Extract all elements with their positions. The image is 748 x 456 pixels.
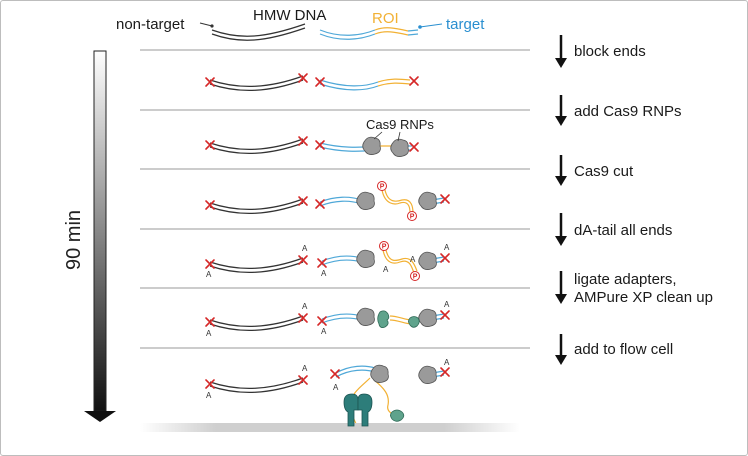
flow-cell-membrane xyxy=(140,423,520,432)
phosphate-icon-2 xyxy=(407,211,417,221)
svg-text:A: A xyxy=(206,391,212,400)
row-cas9-cut: P P xyxy=(205,181,450,221)
step-block-ends: block ends xyxy=(574,43,646,60)
step-flow-cell: add to flow cell xyxy=(574,341,673,358)
adapter-icon-2 xyxy=(408,316,420,328)
cas9-rnp-icon-8 xyxy=(418,308,437,327)
non-target-pointer xyxy=(199,22,213,27)
row-da-tail: A A A A A A P P xyxy=(205,241,450,281)
header-dna xyxy=(211,23,419,41)
row-block-ends xyxy=(205,73,419,91)
svg-text:A: A xyxy=(444,358,450,367)
time-arrow xyxy=(84,50,116,422)
svg-text:A: A xyxy=(302,244,308,253)
cas9-rnp-icon-4 xyxy=(418,191,437,210)
step-da-tail: dA-tail all ends xyxy=(574,222,672,239)
step-add-cas9: add Cas9 RNPs xyxy=(574,103,682,120)
svg-text:A: A xyxy=(333,383,339,392)
svg-text:A: A xyxy=(206,329,212,338)
step-cas9-cut: Cas9 cut xyxy=(574,163,634,180)
svg-text:P: P xyxy=(413,274,418,281)
phosphate-label-2: P xyxy=(410,214,415,221)
target-dot xyxy=(418,25,422,29)
adapter-icon-1 xyxy=(377,310,390,328)
hmw-dna-label: HMW DNA xyxy=(253,7,326,24)
roi-label: ROI xyxy=(372,10,399,27)
cas9-rnps-label: Cas9 RNPs xyxy=(366,117,434,132)
adapter-icon-3 xyxy=(390,409,405,422)
row-add-cas9 xyxy=(205,131,419,157)
svg-text:P: P xyxy=(382,244,387,251)
non-target-dot xyxy=(210,24,214,28)
cas9-rnp-icon-1 xyxy=(362,136,381,155)
svg-text:A: A xyxy=(302,364,308,373)
cas9-rnp-icon-7 xyxy=(356,307,375,326)
phosphate-label-1: P xyxy=(380,184,385,191)
cas9-rnp-icon-9 xyxy=(370,364,389,383)
row-flow-cell: A A A A xyxy=(140,358,520,432)
target-pointer xyxy=(419,23,443,28)
phosphate-icon-1 xyxy=(377,181,387,191)
svg-text:A: A xyxy=(383,265,389,274)
step-arrows xyxy=(555,35,567,365)
svg-text:A: A xyxy=(444,243,450,252)
cas9-rnp-icon-3 xyxy=(356,191,375,210)
svg-text:A: A xyxy=(302,302,308,311)
phosphate-icon-3 xyxy=(379,241,389,251)
non-target-label: non-target xyxy=(116,16,185,33)
svg-text:A: A xyxy=(321,327,327,336)
svg-text:A: A xyxy=(321,269,327,278)
phosphate-icon-4 xyxy=(410,271,420,281)
step-ampure: AMPure XP clean up xyxy=(574,289,713,306)
svg-text:A: A xyxy=(410,255,416,264)
target-label: target xyxy=(446,16,485,33)
cas9-rnp-icon-6 xyxy=(418,251,437,270)
row-ligate: A A A A xyxy=(205,300,450,338)
cas9-rnp-icon-10 xyxy=(418,365,437,384)
row-separators xyxy=(140,49,530,349)
step-ligate: ligate adapters, xyxy=(574,271,677,288)
cas9-rnp-icon-5 xyxy=(356,249,375,268)
svg-text:A: A xyxy=(444,300,450,309)
svg-text:A: A xyxy=(206,270,212,279)
nanopore-icon xyxy=(343,393,373,427)
duration-label: 90 min xyxy=(63,210,85,270)
cas9-rnp-icon-2 xyxy=(390,138,409,157)
